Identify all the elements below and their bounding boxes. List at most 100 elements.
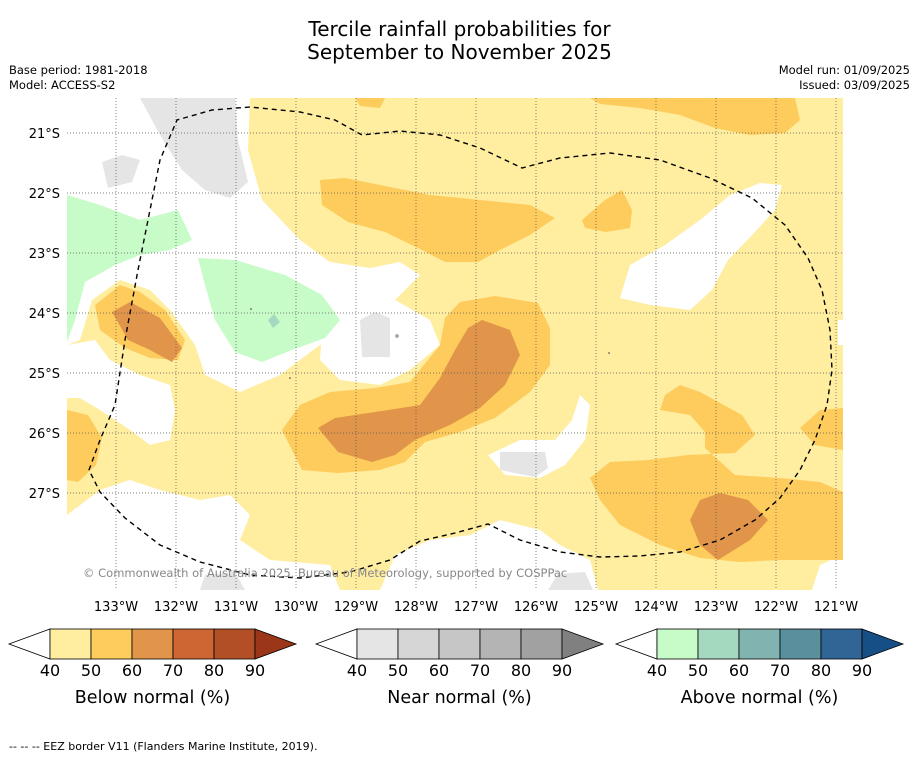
island-marker [289, 377, 291, 379]
colorbar-segment [820, 628, 863, 660]
colorbar-segment [779, 628, 822, 660]
colorbar-segment [213, 628, 256, 660]
colorbar-tick-label: 80 [811, 661, 831, 680]
lon-label: 121°W [814, 600, 858, 615]
region-white-southwest [67, 480, 340, 590]
lon-label: 128°W [394, 600, 438, 615]
lat-label: 25°S [29, 367, 60, 382]
region-above-west [67, 195, 192, 342]
region-near-small-northwest [102, 155, 140, 188]
lat-label: 27°S [29, 487, 60, 502]
colorbar-3: 40 50 60 70 80 90 Above normal (%) [614, 628, 905, 708]
colorbar-tick-label: 40 [40, 661, 60, 680]
map-panel: © Commonwealth of Australia 2025, Bureau… [67, 98, 843, 590]
colorbar-tick-label: 60 [729, 661, 749, 680]
lat-label: 26°S [29, 427, 60, 442]
footer-note: -- -- -- EEZ border V11 (Flanders Marine… [9, 740, 318, 753]
colorbar-segment [520, 628, 563, 660]
island-marker [608, 352, 610, 354]
lon-label: 127°W [454, 600, 498, 615]
lon-label: 132°W [154, 600, 198, 615]
lon-label: 123°W [694, 600, 738, 615]
colorbar-tick-label: 70 [163, 661, 183, 680]
colorbar-title: Above normal (%) [681, 688, 839, 708]
colorbar-extend-low [7, 628, 51, 660]
colorbar-tick-label: 90 [245, 661, 265, 680]
lat-label: 24°S [29, 307, 60, 322]
region-below-60-southeast [690, 493, 768, 560]
region-near-center [360, 312, 390, 357]
lon-label: 122°W [754, 600, 798, 615]
lon-label: 131°W [214, 600, 258, 615]
colorbar-tick-label: 60 [122, 661, 142, 680]
colorbar-tick-label: 40 [647, 661, 667, 680]
region-near-southwest-edge [200, 572, 245, 590]
grid-lines [67, 98, 843, 590]
title-line-1: Tercile rainfall probabilities for [308, 17, 611, 41]
colorbar-segment [697, 628, 740, 660]
island-marker [395, 334, 399, 338]
colorbar-tick-label: 70 [470, 661, 490, 680]
region-below-50-north [355, 98, 385, 108]
lon-label: 124°W [634, 600, 678, 615]
colorbar-segment [438, 628, 481, 660]
region-white-east [620, 183, 782, 310]
region-white-right-edge [838, 320, 843, 345]
colorbar-title: Near normal (%) [387, 688, 532, 708]
colorbar-segment [90, 628, 133, 660]
colorbar-tick-label: 40 [347, 661, 367, 680]
colorbar-extend-high [254, 628, 298, 660]
colorbar-tick-label: 50 [688, 661, 708, 680]
colorbar-segment [656, 628, 699, 660]
region-near-north [140, 98, 248, 198]
lat-labels: 21°S 22°S 23°S 24°S 25°S 26°S 27°S [29, 127, 60, 502]
colorbar-segment [131, 628, 174, 660]
region-above-center-west [198, 258, 340, 362]
colorbar-tick-label: 80 [511, 661, 531, 680]
region-below-50-southeast [590, 385, 843, 562]
region-below-50-east-edge [800, 408, 843, 450]
model-name: Model: ACCESS-S2 [9, 78, 116, 92]
colorbar-segment [738, 628, 781, 660]
colorbar-extend-high [861, 628, 905, 660]
lon-label: 126°W [514, 600, 558, 615]
region-below-50-north-central [320, 178, 555, 262]
colorbar-segment [172, 628, 215, 660]
colorbar-extend-low [614, 628, 658, 660]
title-line-2: September to November 2025 [307, 40, 612, 64]
colorbar-extend-high [561, 628, 605, 660]
region-white-west-strip [67, 340, 175, 445]
colorbar-tick-label: 90 [852, 661, 872, 680]
colorbar-segment [397, 628, 440, 660]
colorbar-segment [49, 628, 92, 660]
colorbar-segment [356, 628, 399, 660]
colorbar-tick-label: 50 [388, 661, 408, 680]
lon-label: 125°W [574, 600, 618, 615]
region-below-50-right-small [582, 190, 632, 232]
colorbar-tick-label: 80 [204, 661, 224, 680]
colorbars: 40 50 60 70 80 90 Below normal (%) 40 50 60 70 80 90… [7, 628, 905, 708]
colorbar-2: 40 50 60 70 80 90 Near normal (%) [314, 628, 605, 708]
base-period: Base period: 1981-2018 [9, 63, 148, 77]
region-white-south [380, 520, 598, 590]
colorbar-segment [479, 628, 522, 660]
meta-left: Base period: 1981-2018 Model: ACCESS-S2 [9, 63, 148, 93]
region-below-50-northeast [590, 98, 800, 135]
colorbar-tick-label: 90 [552, 661, 572, 680]
lat-label: 22°S [29, 187, 60, 202]
region-above-50-small [268, 314, 280, 328]
meta-right: Model run: 01/09/2025 Issued: 03/09/2025 [779, 63, 910, 93]
region-white-southeast [812, 558, 843, 590]
colorbar-tick-label: 70 [770, 661, 790, 680]
lon-label: 129°W [334, 600, 378, 615]
colorbar-tick-label: 60 [429, 661, 449, 680]
island-marker [250, 308, 252, 310]
colorbar-tick-label: 50 [81, 661, 101, 680]
model-run: Model run: 01/09/2025 [778, 63, 910, 77]
region-below-60-center [318, 320, 520, 462]
region-below-60-west [112, 302, 182, 362]
issued-date: Issued: 03/09/2025 [799, 78, 910, 92]
lon-label: 133°W [94, 600, 138, 615]
region-below-50-west-edge [67, 410, 102, 482]
